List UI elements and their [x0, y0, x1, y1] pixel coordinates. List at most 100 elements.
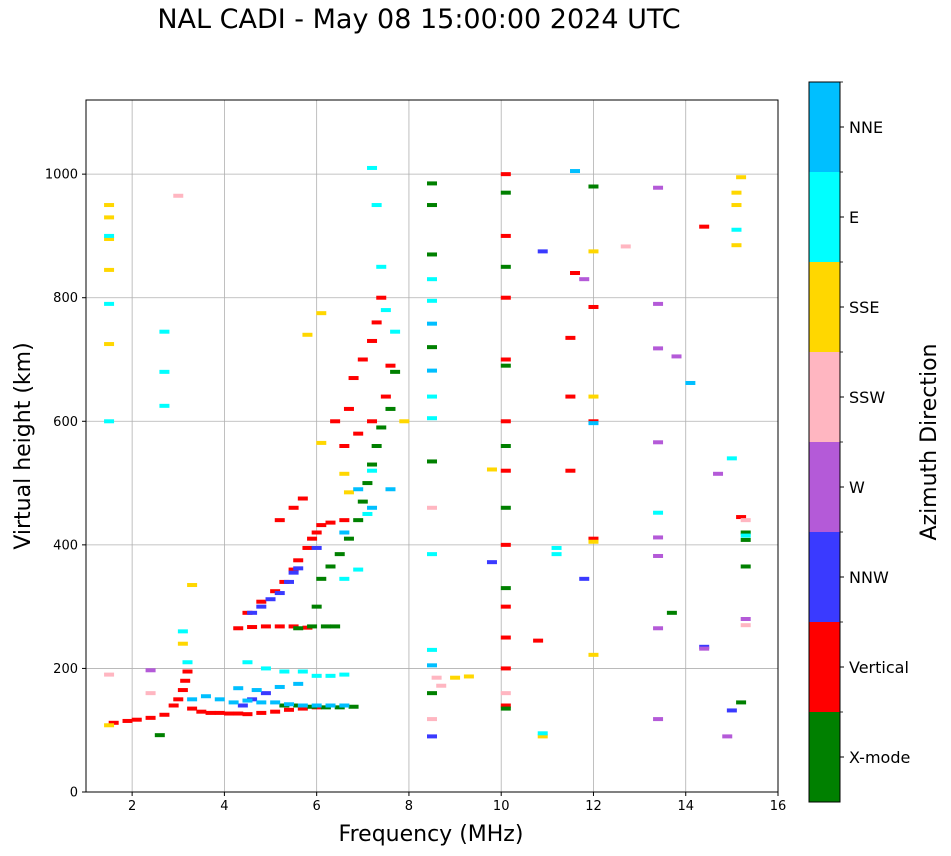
- point-sse: [104, 342, 115, 347]
- point-vertical: [500, 419, 511, 424]
- x-tick-label: 14: [677, 799, 694, 814]
- point-w: [653, 301, 664, 306]
- point-nnw: [288, 570, 299, 575]
- y-axis-label: Virtual height (km): [11, 342, 36, 549]
- point-nnw: [579, 576, 590, 581]
- point-e: [740, 533, 751, 538]
- point-sse: [463, 674, 474, 679]
- point-nne: [214, 697, 225, 702]
- point-w: [671, 354, 682, 359]
- colorbar-swatch-sse: [809, 262, 840, 352]
- point-vertical: [500, 233, 511, 238]
- point-vertical: [565, 468, 576, 473]
- point-x-mode: [427, 181, 437, 186]
- point-nne: [297, 703, 308, 708]
- point-vertical: [247, 625, 258, 630]
- colorbar-label: Azimuth Direction: [917, 343, 942, 540]
- point-vertical: [588, 536, 599, 541]
- point-vertical: [307, 536, 318, 541]
- point-e: [297, 669, 308, 674]
- point-vertical: [325, 520, 336, 525]
- point-x-mode: [666, 610, 677, 615]
- point-x-mode: [293, 626, 304, 631]
- y-tick-label: 200: [53, 662, 78, 677]
- point-w: [653, 626, 664, 631]
- point-e: [159, 403, 170, 408]
- point-nne: [353, 487, 364, 492]
- point-vertical: [736, 515, 747, 520]
- point-x-mode: [343, 536, 354, 541]
- point-sse: [104, 203, 115, 208]
- y-tick-label: 600: [53, 415, 78, 430]
- point-e: [427, 647, 437, 652]
- point-nne: [283, 702, 294, 707]
- point-e: [325, 673, 336, 678]
- x-tick-label: 10: [493, 799, 510, 814]
- point-vertical: [339, 444, 350, 448]
- y-tick-label: 400: [53, 538, 78, 553]
- point-nnw: [256, 604, 267, 609]
- point-x-mode: [427, 252, 437, 257]
- point-vertical: [297, 496, 308, 501]
- point-vertical: [500, 604, 511, 609]
- point-e: [380, 308, 391, 313]
- colorbar-tick-label: W: [849, 478, 865, 497]
- point-w: [653, 535, 664, 540]
- x-tick-label: 12: [585, 799, 602, 814]
- point-x-mode: [427, 345, 437, 350]
- point-sse: [588, 394, 599, 399]
- point-vertical: [348, 376, 359, 381]
- point-sse: [177, 641, 188, 646]
- x-tick-label: 8: [405, 799, 413, 814]
- point-nne: [256, 700, 267, 705]
- point-nne: [228, 700, 239, 705]
- point-sse: [537, 734, 548, 739]
- colorbar-tick-label: SSW: [849, 388, 885, 407]
- point-w: [145, 668, 156, 673]
- point-vertical: [699, 224, 710, 229]
- point-ssw: [145, 691, 156, 696]
- point-vertical: [256, 710, 267, 715]
- colorbar-swatch-w: [809, 442, 840, 532]
- data-points: [104, 165, 751, 739]
- point-x-mode: [325, 564, 336, 569]
- point-vertical: [233, 626, 244, 631]
- point-sse: [316, 311, 327, 316]
- point-sse: [302, 332, 313, 337]
- colorbar-swatch-nne: [809, 82, 840, 172]
- point-vertical: [565, 394, 576, 399]
- point-nnw: [311, 545, 322, 550]
- point-e: [260, 666, 271, 671]
- point-vertical: [367, 338, 378, 343]
- point-ssw: [173, 193, 184, 198]
- point-sse: [104, 237, 115, 242]
- colorbar-swatch-nnw: [809, 532, 840, 622]
- point-e: [551, 552, 562, 557]
- y-axis-ticks: 0 200 400 600 800 1000: [45, 168, 86, 801]
- point-vertical: [385, 363, 396, 368]
- colorbar-tick-label: Vertical: [849, 658, 909, 677]
- point-vertical: [214, 710, 225, 715]
- colorbar-tick-label: NNE: [849, 118, 883, 137]
- point-w: [699, 646, 710, 651]
- point-x-mode: [500, 444, 511, 448]
- point-e: [731, 227, 742, 232]
- point-vertical: [500, 542, 511, 547]
- y-tick-label: 0: [70, 786, 78, 801]
- colorbar-tick-label: E: [849, 208, 859, 227]
- x-tick-label: 6: [313, 799, 321, 814]
- point-nne: [311, 703, 322, 708]
- point-nne: [242, 698, 253, 703]
- point-e: [427, 277, 437, 282]
- point-vertical: [283, 707, 294, 712]
- x-tick-label: 2: [128, 799, 136, 814]
- point-x-mode: [500, 190, 511, 195]
- point-x-mode: [500, 586, 511, 591]
- point-x-mode: [371, 444, 382, 448]
- point-e: [104, 233, 115, 238]
- point-vertical: [131, 717, 142, 722]
- point-vertical: [367, 419, 378, 424]
- point-nnw: [726, 708, 737, 713]
- point-vertical: [293, 558, 304, 563]
